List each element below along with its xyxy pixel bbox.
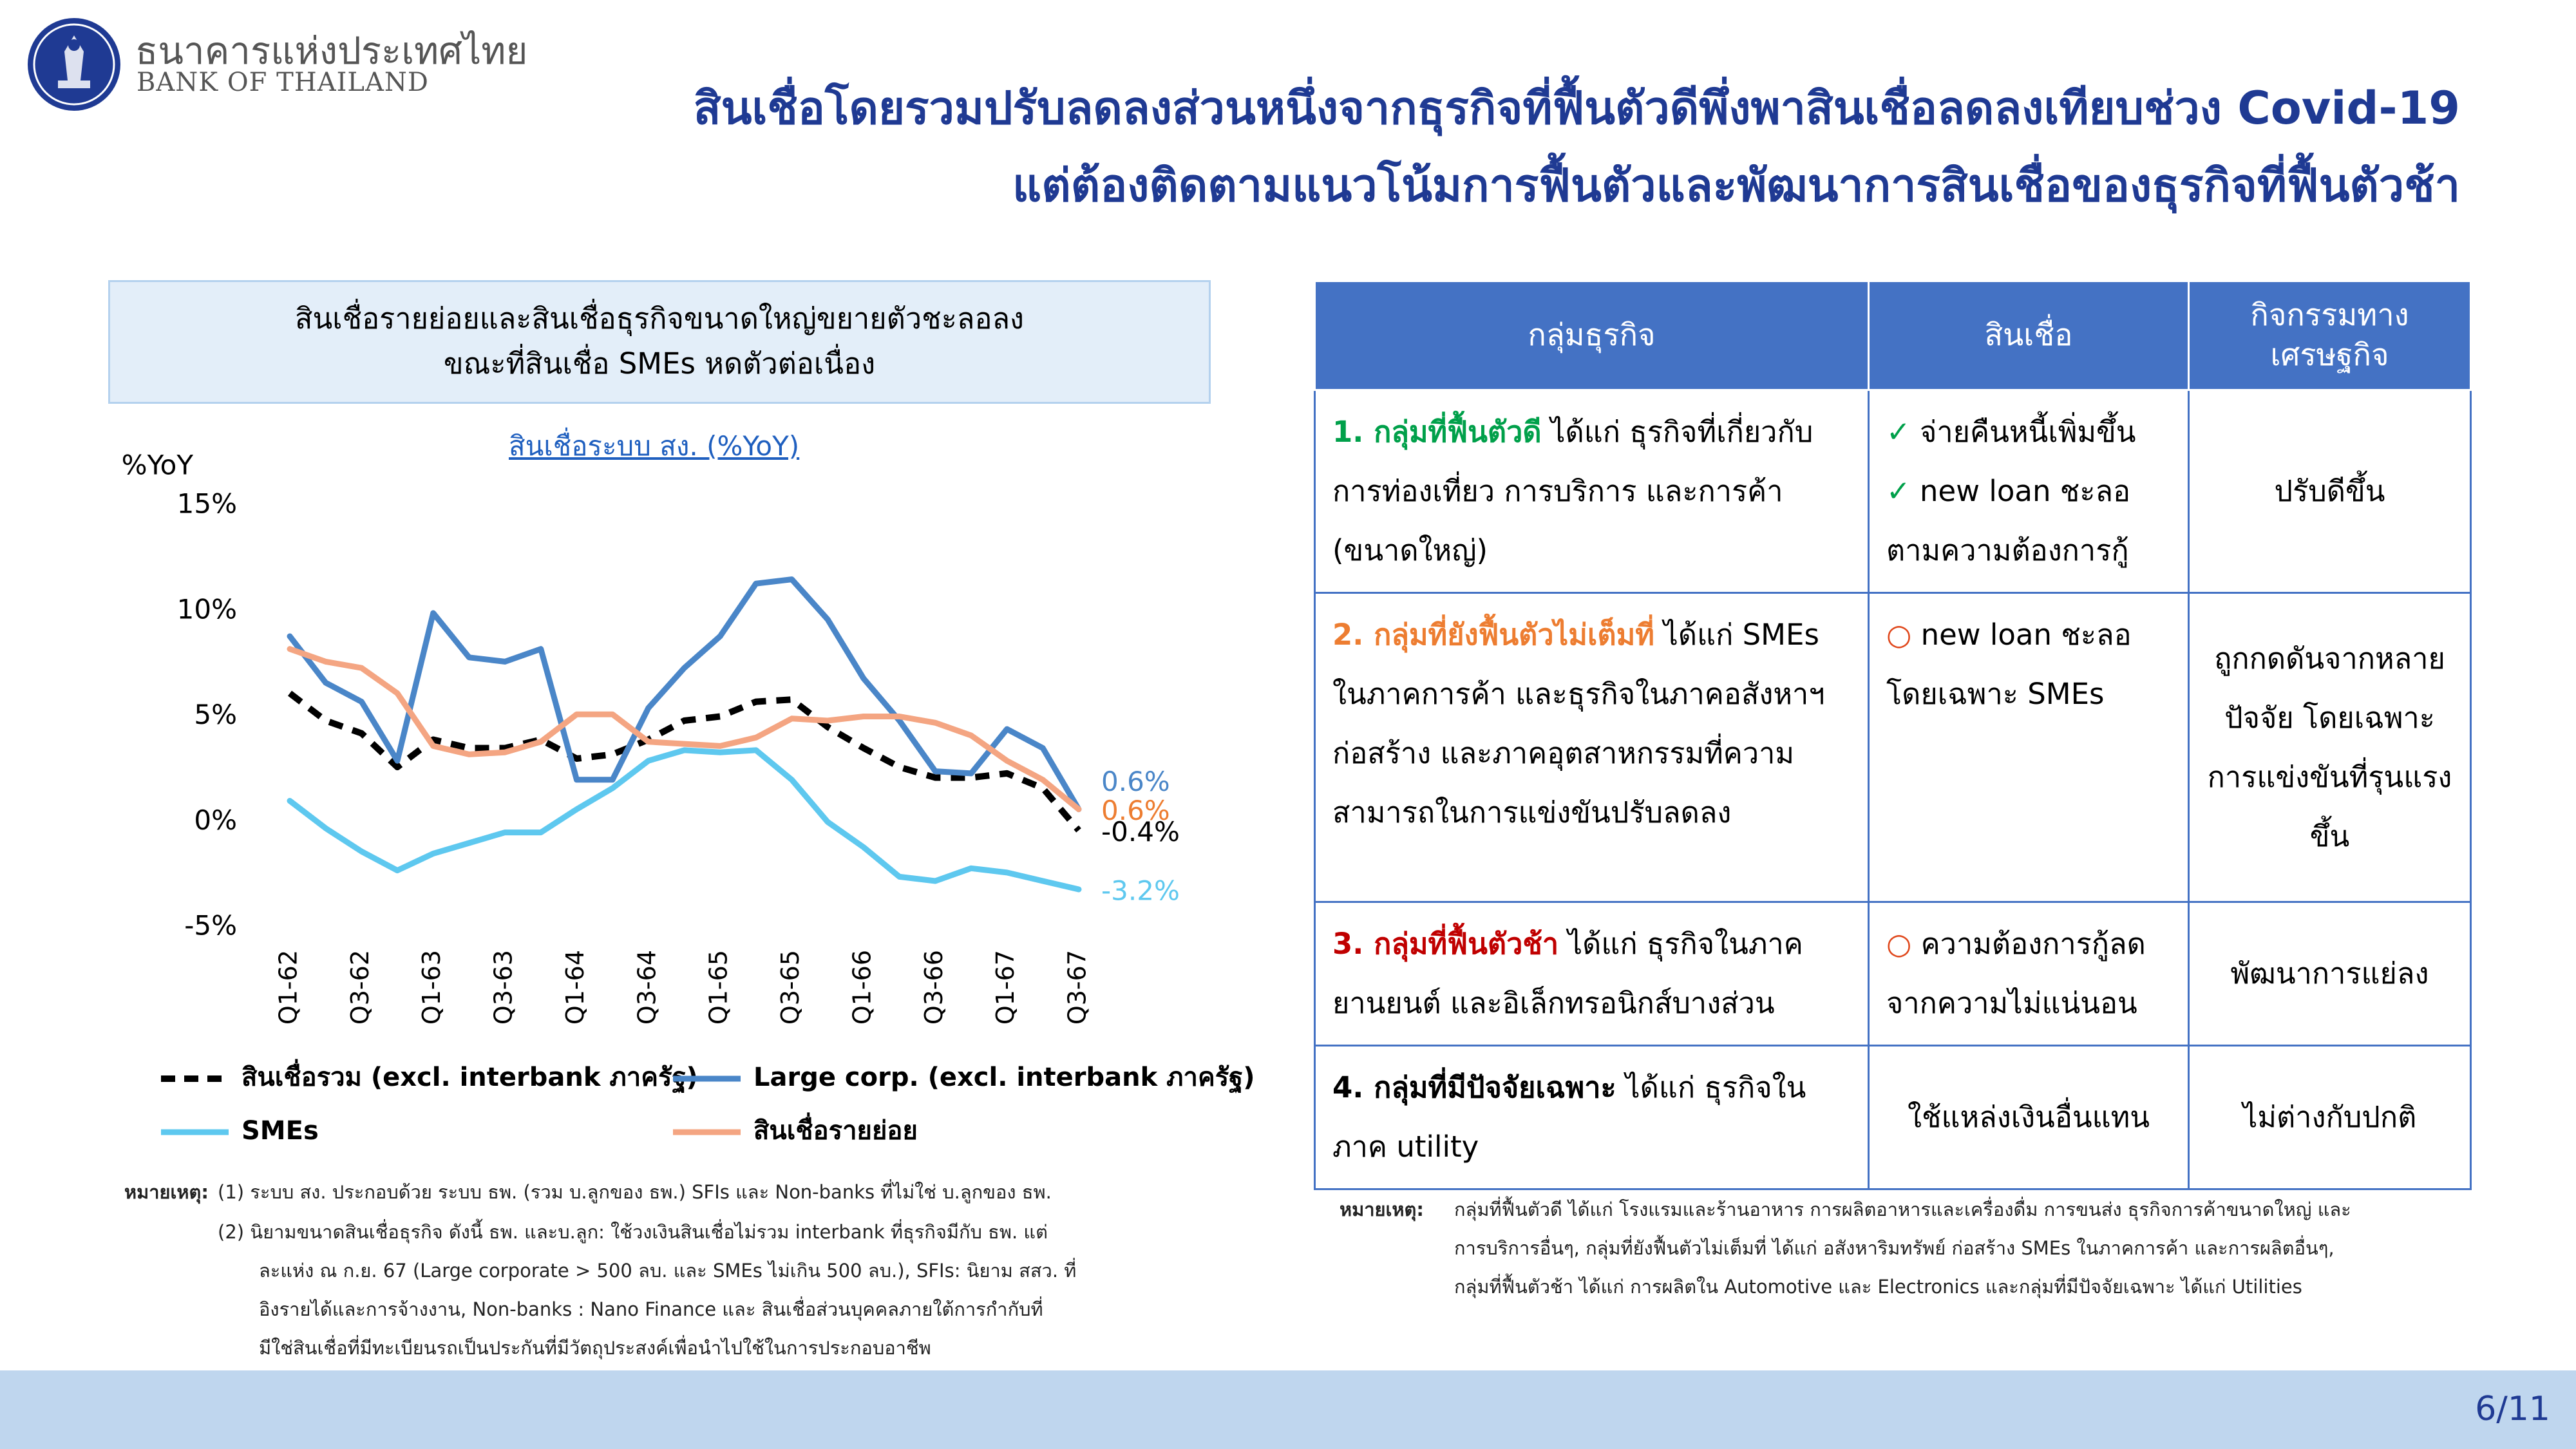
line-chart: %YoY 15% 10% 5% 0% -5% Q1-62 Q3-62 Q1-63 Q3-63 Q1-… <box>122 450 1255 1146</box>
x-tick-label: Q1-63 <box>417 950 446 1025</box>
chart-note-2-line1: (2) นิยามขนาดสินเชื่อธุรกิจ ดังนี้ ธพ. แ… <box>218 1221 1048 1243</box>
circle-icon: ○ <box>1886 618 1912 652</box>
chart-note-2-line2: ละแห่ง ณ ก.ย. 67 (Large corporate > 500 … <box>259 1260 1077 1282</box>
header-credit: สินเชื่อ <box>1868 280 2190 391</box>
series-end-label: -0.4% <box>1101 816 1180 848</box>
series-end-label: 0.6% <box>1101 766 1170 797</box>
page-title-line2: แต่ต้องติดตามแนวโน้มการฟื้นตัวและพัฒนากา… <box>1012 159 2460 212</box>
x-tick-label: Q3-62 <box>346 950 374 1025</box>
credit-cell: ✓ จ่ายคืนหนี้เพิ่มขึ้น ✓ new loan ชะลอตา… <box>1868 389 2190 594</box>
x-tick-label: Q1-64 <box>561 950 589 1025</box>
x-tick-label: Q1-65 <box>705 950 733 1025</box>
activity-cell: ถูกกดดันจากหลายปัจจัย โดยเฉพาะการแข่งขัน… <box>2188 592 2472 903</box>
x-tick-label: Q3-63 <box>489 950 518 1025</box>
chart-notes-label: หมายเหตุ: <box>124 1181 209 1203</box>
chart-note-1: (1) ระบบ สง. ประกอบด้วย ระบบ ธพ. (รวม บ.… <box>218 1181 1052 1203</box>
series-line-3 <box>287 646 1082 813</box>
credit-cell: ○ ความต้องการกู้ลดจากความไม่แน่นอน <box>1868 901 2190 1046</box>
table-notes-label: หมายเหตุ: <box>1340 1198 1424 1220</box>
legend-label: สินเชื่อรายย่อย <box>753 1112 918 1146</box>
group-desc: ได้แก่ ธุรกิจในภาค utility <box>1332 1070 1806 1164</box>
series-line-0 <box>287 690 1081 833</box>
table-row: 1. กลุ่มที่ฟื้นตัวดี ได้แก่ ธุรกิจที่เกี… <box>1314 389 2472 594</box>
group-title: 1. กลุ่มที่ฟื้นตัวดี <box>1332 415 1542 449</box>
y-tick-label: 0% <box>194 804 237 836</box>
series-line-1 <box>287 576 1082 813</box>
credit-line: new loan ชะลอโดยเฉพาะ SMEs <box>1886 618 2132 711</box>
group-cell: 3. กลุ่มที่ฟื้นตัวช้า ได้แก่ ธุรกิจในภาค… <box>1314 901 1870 1046</box>
circle-icon: ○ <box>1886 927 1912 961</box>
x-tick-label: Q1-62 <box>274 950 303 1025</box>
header-activity: กิจกรรมทาง เศรษฐกิจ <box>2188 280 2472 391</box>
series-end-label: -3.2% <box>1101 875 1180 907</box>
group-desc: ได้แก่ ธุรกิจในภาคยานยนต์ และอิเล็กทรอนิ… <box>1332 927 1803 1020</box>
chart-heading-box: สินเชื่อรายย่อยและสินเชื่อธุรกิจขนาดใหญ่… <box>108 280 1211 404</box>
check-icon: ✓ <box>1886 474 1911 508</box>
chart-heading-line1: สินเชื่อรายย่อยและสินเชื่อธุรกิจขนาดใหญ่… <box>294 301 1025 336</box>
x-tick-label: Q3-67 <box>1063 950 1092 1025</box>
x-tick-label: Q3-64 <box>632 950 661 1025</box>
activity-cell: พัฒนาการแย่ลง <box>2188 901 2472 1046</box>
credit-line: new loan ชะลอตามความต้องการกู้ <box>1886 474 2131 567</box>
x-tick-label: Q1-66 <box>848 950 876 1025</box>
y-tick-label: -5% <box>184 910 237 942</box>
chart-note-2-line4: มีใช่สินเชื่อที่มีทะเบียนรถเป็นประกันที่… <box>259 1337 931 1359</box>
group-title: 2. กลุ่มที่ยังฟื้นตัวไม่เต็มที่ <box>1332 618 1654 652</box>
header-activity-line2: เศรษฐกิจ <box>2270 337 2389 373</box>
credit-line: จ่ายคืนหนี้เพิ่มขึ้น <box>1910 415 2136 449</box>
group-desc: ได้แก่ ธุรกิจที่เกี่ยวกับการท่องเที่ยว ก… <box>1332 415 1814 567</box>
x-tick-label: Q3-66 <box>920 950 948 1025</box>
activity-cell: ปรับดีขึ้น <box>2188 389 2472 594</box>
y-tick-label: 10% <box>177 593 237 625</box>
series-line-2 <box>287 747 1082 893</box>
group-title: 3. กลุ่มที่ฟื้นตัวช้า <box>1332 927 1559 961</box>
credit-cell: ○ new loan ชะลอโดยเฉพาะ SMEs <box>1868 592 2190 903</box>
legend-label: SMEs <box>242 1116 319 1146</box>
group-cell: 1. กลุ่มที่ฟื้นตัวดี ได้แก่ ธุรกิจที่เกี… <box>1314 389 1870 594</box>
check-icon: ✓ <box>1886 415 1911 449</box>
bank-name-th: ธนาคารแห่งประเทศไทย <box>135 29 528 73</box>
chart-title: สินเชื่อระบบ สง. (%YoY) <box>509 430 800 462</box>
page-number: 6/11 <box>2475 1390 2550 1428</box>
chart-note-2-line3: อิงรายได้และการจ้างงาน, Non-banks : Nano… <box>259 1298 1043 1320</box>
table-header-row: กลุ่มธุรกิจ สินเชื่อ กิจกรรมทาง เศรษฐกิจ <box>1314 280 2472 391</box>
x-tick-label: Q3-65 <box>776 950 804 1025</box>
business-group-table: กลุ่มธุรกิจ สินเชื่อ กิจกรรมทาง เศรษฐกิจ… <box>1314 280 2472 1190</box>
footer-bar <box>0 1370 2576 1449</box>
credit-line: ความต้องการกู้ลดจากความไม่แน่นอน <box>1886 927 2146 1020</box>
table-note-line1: กลุ่มที่ฟื้นตัวดี ได้แก่ โรงแรมและร้านอา… <box>1454 1198 2351 1220</box>
group-cell: 2. กลุ่มที่ยังฟื้นตัวไม่เต็มที่ ได้แก่ S… <box>1314 592 1870 903</box>
legend-label: Large corp. (excl. interbank ภาครัฐ) <box>753 1063 1255 1094</box>
y-tick-label: 15% <box>177 488 237 520</box>
series-end-label: 0.6% <box>1101 795 1170 826</box>
activity-cell: ไม่ต่างกับปกติ <box>2188 1045 2472 1190</box>
bank-name-en: BANK OF THAILAND <box>137 68 429 97</box>
header-group: กลุ่มธุรกิจ <box>1314 280 1870 391</box>
y-tick-label: 5% <box>194 699 237 730</box>
chart-heading-line2: ขณะที่สินเชื่อ SMEs หดตัวต่อเนื่อง <box>443 346 876 381</box>
table-note-line3: กลุ่มที่ฟื้นตัวช้า ได้แก่ การผลิตใน Auto… <box>1454 1276 2302 1298</box>
page-title-line1: สินเชื่อโดยรวมปรับลดลงส่วนหนึ่งจากธุรกิจ… <box>693 82 2460 135</box>
group-desc: ได้แก่ SMEs ในภาคการค้า และธุรกิจในภาคอส… <box>1332 618 1825 829</box>
table-row: 2. กลุ่มที่ยังฟื้นตัวไม่เต็มที่ ได้แก่ S… <box>1314 592 2472 903</box>
table-row: 4. กลุ่มที่มีปัจจัยเฉพาะ ได้แก่ ธุรกิจใน… <box>1314 1045 2472 1190</box>
group-cell: 4. กลุ่มที่มีปัจจัยเฉพาะ ได้แก่ ธุรกิจใน… <box>1314 1045 1870 1190</box>
legend-label: สินเชื่อรวม (excl. interbank ภาครัฐ) <box>242 1059 698 1094</box>
group-title: 4. กลุ่มที่มีปัจจัยเฉพาะ <box>1332 1070 1616 1104</box>
x-tick-label: Q1-67 <box>991 950 1019 1025</box>
table-note-line2: การบริการอื่นๆ, กลุ่มที่ยังฟื้นตัวไม่เต็… <box>1454 1237 2334 1259</box>
bank-logo-icon <box>28 18 120 111</box>
table-row: 3. กลุ่มที่ฟื้นตัวช้า ได้แก่ ธุรกิจในภาค… <box>1314 901 2472 1046</box>
credit-cell: ใช้แหล่งเงินอื่นแทน <box>1868 1045 2190 1190</box>
header-activity-line1: กิจกรรมทาง <box>2250 298 2409 333</box>
y-axis-label: %YoY <box>122 450 194 481</box>
